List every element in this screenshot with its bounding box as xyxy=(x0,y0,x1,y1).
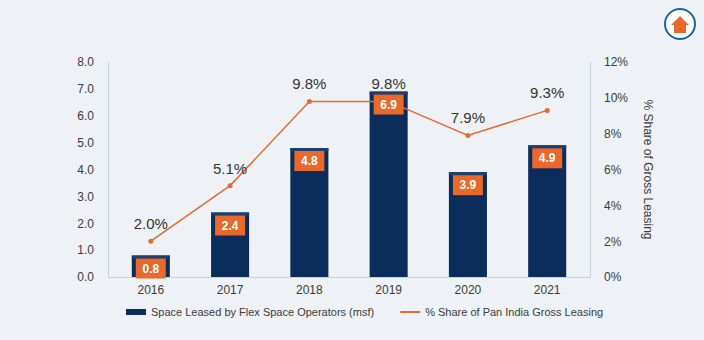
data-label: 4.8 xyxy=(301,154,318,168)
line xyxy=(151,101,547,241)
tick-label: 8% xyxy=(604,127,622,141)
bar xyxy=(449,172,487,277)
y2-axis-tick: 4% xyxy=(590,199,622,213)
tick-label: 8.0 xyxy=(77,55,94,69)
data-label: 2.4 xyxy=(222,219,239,233)
data-label: 2.0% xyxy=(134,215,168,232)
tick-label: 6% xyxy=(604,163,622,177)
data-label: 9.8% xyxy=(372,75,406,92)
tick-label: 2020 xyxy=(455,283,482,297)
y-axis-tick: 8.0 xyxy=(77,55,108,69)
y2-axis-tick: 0% xyxy=(590,270,622,284)
line-marker xyxy=(307,99,312,104)
chart: 0.0 1.0 2.0 3.0 4.0 5.0 6.0 7.0 8.0 0% 2% 4% 6% 8% 10%… xyxy=(0,0,704,340)
data-label: 6.9 xyxy=(380,98,397,112)
y-axis-tick: 6.0 xyxy=(77,109,108,123)
data-label-box xyxy=(532,148,562,168)
bar-cap xyxy=(528,145,566,148)
x-axis-tick: 2021 xyxy=(534,277,561,297)
tick-label: 7.0 xyxy=(77,82,94,96)
tick-label: 2.0 xyxy=(77,217,94,231)
y-axis-tick: 7.0 xyxy=(77,82,108,96)
legend-label: % Share of Pan India Gross Leasing xyxy=(425,306,603,318)
y2-axis-tick: 2% xyxy=(590,235,622,249)
data-labels: 0.8 2.4 4.8 6.9 3.9 4.9 2.0% 5.1% 9.8% 9.8% 7.9% 9.… xyxy=(134,75,565,278)
legend-label: Space Leased by Flex Space Operators (ms… xyxy=(151,306,374,318)
data-label-box xyxy=(453,175,483,195)
tick-label: 4.0 xyxy=(77,163,94,177)
legend-item: % Share of Pan India Gross Leasing xyxy=(400,306,603,318)
tick-label: 2018 xyxy=(296,283,323,297)
tick-label: 2021 xyxy=(534,283,561,297)
tick-label: 10% xyxy=(604,91,628,105)
tick-label: 2019 xyxy=(375,283,402,297)
logo-ring xyxy=(665,9,695,39)
bar-cap xyxy=(132,256,170,259)
y-axis-tick: 2.0 xyxy=(77,217,108,231)
legend-swatch xyxy=(126,309,146,315)
x-axis-line xyxy=(109,277,591,278)
data-label: 0.8 xyxy=(142,262,159,276)
y2-axis-line xyxy=(590,63,591,278)
legend-swatch xyxy=(400,311,420,313)
background xyxy=(0,0,704,340)
tick-label: 2017 xyxy=(217,283,244,297)
y2-axis-tick: 6% xyxy=(590,163,622,177)
data-label: 7.9% xyxy=(451,109,485,126)
y-axis-tick: 0.0 xyxy=(77,270,108,284)
y2-axis-tick: 8% xyxy=(590,127,622,141)
data-label: 4.9 xyxy=(539,151,556,165)
tick-label: 5.0 xyxy=(77,136,94,150)
data-label-box xyxy=(294,151,324,171)
y2-axis-title: % Share of Gross Leasing xyxy=(641,99,655,239)
bar xyxy=(528,145,566,277)
legend-item: Space Leased by Flex Space Operators (ms… xyxy=(126,306,374,318)
tick-label: 6.0 xyxy=(77,109,94,123)
logo xyxy=(665,9,695,39)
x-axis-tick: 2018 xyxy=(296,277,323,297)
bar xyxy=(290,148,328,277)
y-axis-tick: 4.0 xyxy=(77,163,108,177)
bar xyxy=(370,92,408,277)
tick-label: 2016 xyxy=(137,283,164,297)
y-axis-tick: 1.0 xyxy=(77,243,108,257)
y-axis-line xyxy=(108,63,109,278)
y2-axis: 0% 2% 4% 6% 8% 10% 12% xyxy=(590,55,628,284)
line-marker xyxy=(545,108,550,113)
tick-label: 2% xyxy=(604,235,622,249)
bar-cap xyxy=(211,213,249,216)
tick-label: 0.0 xyxy=(77,270,94,284)
bar-cap xyxy=(290,148,328,151)
data-label: 5.1% xyxy=(213,160,247,177)
x-axis-tick: 2017 xyxy=(217,277,244,297)
x-axis-tick: 2019 xyxy=(375,277,402,297)
legend: Space Leased by Flex Space Operators (ms… xyxy=(126,306,603,318)
line-marker xyxy=(148,239,153,244)
tick-label: 3.0 xyxy=(77,190,94,204)
y-axis-tick: 5.0 xyxy=(77,136,108,150)
y-axis-tick: 3.0 xyxy=(77,190,108,204)
line-marker xyxy=(465,133,470,138)
data-label: 3.9 xyxy=(460,178,477,192)
data-label-box xyxy=(374,95,404,115)
data-label-box xyxy=(136,259,166,279)
x-axis-tick: 2020 xyxy=(455,277,482,297)
tick-label: 1.0 xyxy=(77,243,94,257)
logo-house xyxy=(671,16,689,33)
tick-label: 0% xyxy=(604,270,622,284)
tick-label: 12% xyxy=(604,55,628,69)
bar xyxy=(211,213,249,278)
tick-label: 4% xyxy=(604,199,622,213)
data-label: 9.8% xyxy=(292,75,326,92)
x-axis-tick: 2016 xyxy=(137,277,164,297)
x-axis: 2016 2017 2018 2019 2020 2021 xyxy=(109,277,591,297)
bar-cap xyxy=(449,172,487,175)
y2-axis-tick: 10% xyxy=(590,91,628,105)
plot-marks xyxy=(132,92,566,277)
y-axis: 0.0 1.0 2.0 3.0 4.0 5.0 6.0 7.0 8.0 xyxy=(77,55,108,284)
line-marker xyxy=(228,183,233,188)
y2-axis-tick: 12% xyxy=(590,55,628,69)
data-label: 9.3% xyxy=(530,84,564,101)
data-label-box xyxy=(215,216,245,236)
